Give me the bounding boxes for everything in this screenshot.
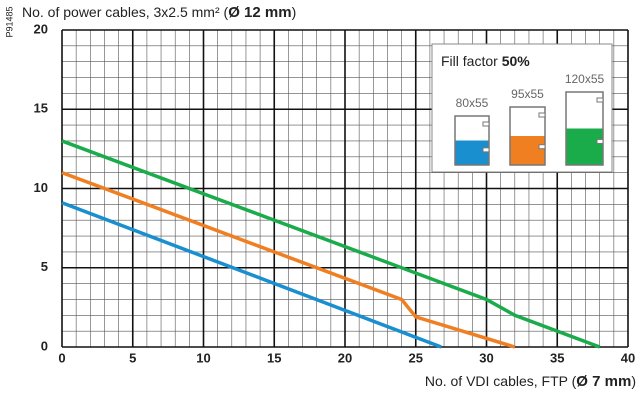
y-tick-label: 0	[41, 338, 48, 353]
legend-icon-notch	[482, 121, 490, 127]
legend-icon-notch	[538, 112, 546, 118]
y-label-part: No. of power cables, 3x2.5 mm² (	[22, 4, 229, 20]
x-label-part: )	[631, 373, 636, 389]
legend-icon-notch	[482, 147, 490, 153]
legend-label: 80x55	[456, 96, 489, 110]
x-tick-label: 30	[479, 350, 493, 365]
legend-icon	[509, 106, 546, 166]
x-label-part: Ø 7 mm	[576, 373, 631, 390]
x-label-part: No. of VDI cables, FTP (	[425, 373, 577, 389]
series-line	[61, 139, 601, 349]
y-tick-label: 15	[34, 101, 48, 116]
x-tick-label: 40	[621, 350, 635, 365]
x-axis-label: No. of VDI cables, FTP (Ø 7 mm)	[425, 373, 636, 390]
side-code: P91485	[4, 6, 14, 37]
y-tick-label: 20	[34, 21, 48, 36]
x-tick-label: 5	[129, 350, 136, 365]
x-tick-label: 0	[58, 350, 65, 365]
series-line	[61, 201, 442, 349]
legend-icon	[454, 115, 490, 166]
x-tick-label: 10	[196, 350, 210, 365]
legend-label: 120x55	[565, 72, 605, 86]
legend-icon-notch	[596, 97, 604, 103]
y-label-part: )	[292, 4, 297, 20]
legend-swatch	[455, 140, 489, 165]
y-tick-label: 5	[41, 259, 48, 274]
x-tick-label: 15	[267, 350, 281, 365]
legend-label: 95x55	[511, 87, 544, 101]
legend-swatch	[566, 128, 603, 165]
legend-title: Fill factor 50%	[441, 53, 530, 69]
legend-icon-notch	[538, 144, 546, 150]
legend-icon-notch	[596, 138, 604, 144]
x-tick-label: 35	[550, 350, 564, 365]
legend-title-part: Fill factor	[441, 53, 502, 69]
x-tick-label: 20	[338, 350, 352, 365]
legend-icon	[565, 91, 604, 166]
legend-title-part: 50%	[502, 53, 531, 69]
x-tick-label: 25	[409, 350, 423, 365]
legend-swatch	[510, 136, 545, 165]
y-axis-label: No. of power cables, 3x2.5 mm² (Ø 12 mm)	[22, 4, 296, 21]
series-line	[61, 171, 516, 349]
y-tick-label: 10	[34, 180, 48, 195]
y-label-part: Ø 12 mm	[228, 4, 291, 21]
